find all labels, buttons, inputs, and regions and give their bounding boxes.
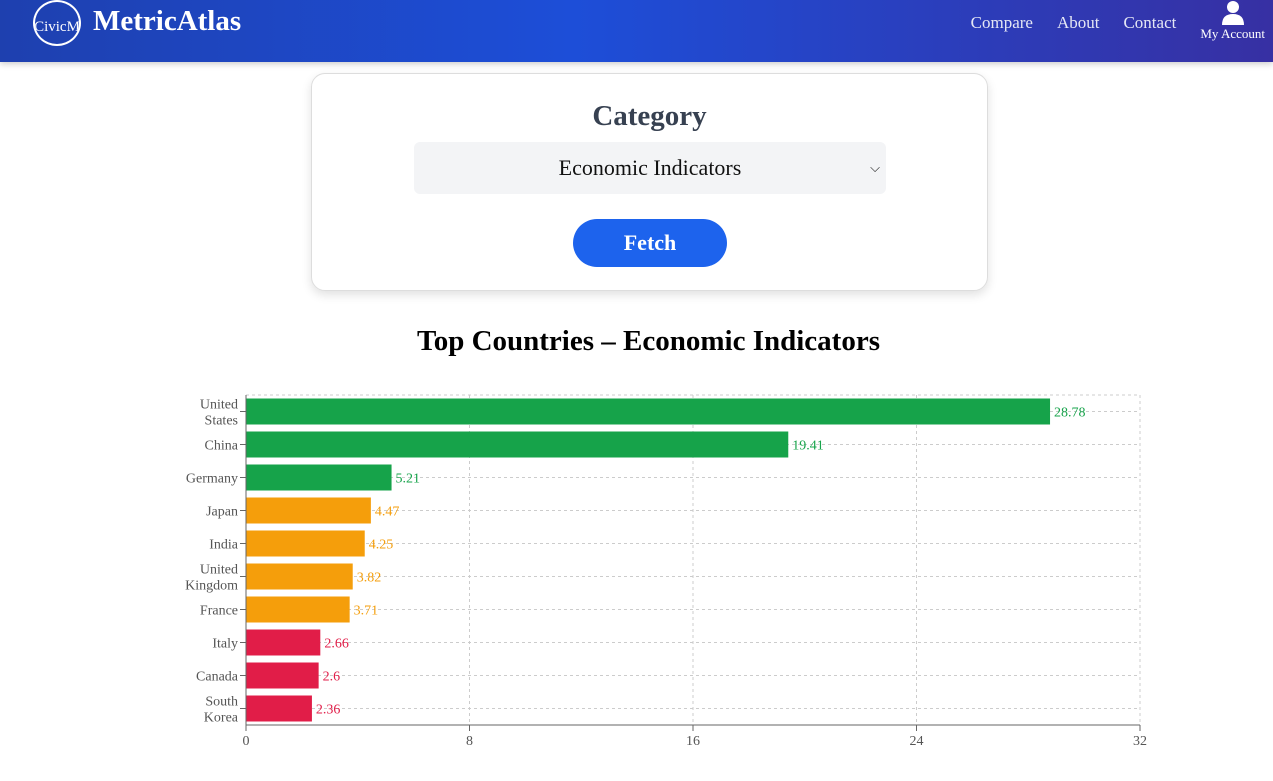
y-tick-label: South Korea xyxy=(204,695,239,726)
bar xyxy=(246,662,319,689)
chart-title: Top Countries – Economic Indicators xyxy=(417,325,880,357)
bar xyxy=(246,398,1051,425)
x-tick-label: 24 xyxy=(910,734,924,749)
data-label: 3.82 xyxy=(357,571,382,586)
y-tick-label: United Kingdom xyxy=(185,563,238,594)
data-label: 2.36 xyxy=(316,703,341,718)
brand-name[interactable]: MetricAtlas xyxy=(93,5,242,37)
bar xyxy=(246,563,353,590)
chevron-down-icon: ⌵ xyxy=(870,160,880,175)
my-account-button[interactable]: My Account xyxy=(1200,0,1265,42)
x-tick-label: 32 xyxy=(1133,734,1147,749)
nav-about[interactable]: About xyxy=(1056,13,1100,32)
y-tick-label: France xyxy=(200,604,238,619)
y-tick-label: China xyxy=(205,439,239,454)
nav-contact[interactable]: Contact xyxy=(1123,13,1177,32)
bar xyxy=(246,695,312,722)
nav-compare[interactable]: Compare xyxy=(970,13,1033,32)
data-label: 4.47 xyxy=(375,505,400,520)
data-label: 4.25 xyxy=(369,538,394,553)
y-tick-label: Germany xyxy=(186,472,238,487)
bar xyxy=(246,497,371,524)
logo-alt-text: CivicM xyxy=(34,19,80,35)
data-label: 2.66 xyxy=(324,637,349,652)
bar xyxy=(246,629,321,656)
data-label: 5.21 xyxy=(396,472,421,487)
selected-value: Economic Indicators xyxy=(558,155,742,180)
x-tick-label: 8 xyxy=(466,734,473,749)
bar xyxy=(246,464,392,491)
bar-chart: 0 8 16 24 32 28.78 United States 19.41 China 5.21 G… xyxy=(185,394,1147,749)
logo-image[interactable]: CivicM xyxy=(33,0,81,46)
y-tick-label: Canada xyxy=(196,670,239,685)
y-tick-label: Japan xyxy=(206,505,238,520)
data-label: 19.41 xyxy=(792,439,824,454)
account-label: My Account xyxy=(1200,26,1265,41)
category-select[interactable]: Economic Indicators ⌵ xyxy=(414,142,886,194)
data-label: 2.6 xyxy=(323,670,341,685)
y-tick-label: United States xyxy=(200,398,238,429)
bar xyxy=(246,431,789,458)
category-card: Category Economic Indicators ⌵ Fetch xyxy=(311,73,988,291)
user-icon xyxy=(1221,1,1244,25)
fetch-button[interactable]: Fetch xyxy=(573,219,727,267)
bar xyxy=(246,530,365,557)
y-tick-label: Italy xyxy=(212,637,238,652)
category-heading: Category xyxy=(592,100,707,132)
data-label: 28.78 xyxy=(1054,406,1086,421)
x-tick-label: 16 xyxy=(686,734,700,749)
navbar: CivicM MetricAtlas Compare About Contact… xyxy=(0,0,1273,62)
data-label: 3.71 xyxy=(354,604,379,619)
y-tick-label: India xyxy=(209,538,239,553)
x-tick-label: 0 xyxy=(243,734,250,749)
bar xyxy=(246,596,350,623)
